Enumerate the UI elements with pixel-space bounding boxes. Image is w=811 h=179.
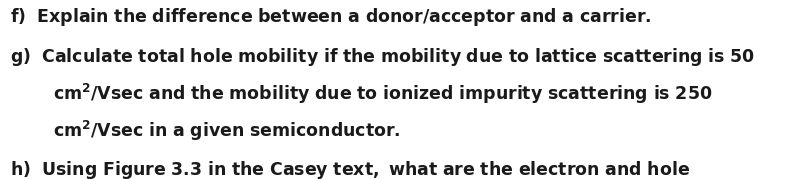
Text: $\mathbf{cm^2/Vsec\ and\ the\ mobility\ due\ to\ ionized\ impurity\ scattering\ : $\mathbf{cm^2/Vsec\ and\ the\ mobility\ … [53,82,711,106]
Text: $\mathbf{h)}$  $\bf{Using\ Figure\ 3.3\ in\ the\ Casey\ text,\ what\ are\ the\ e: $\mathbf{h)}$ $\bf{Using\ Figure\ 3.3\ i… [10,159,689,179]
Text: $\mathbf{cm^2/Vsec\ in\ a\ given\ semiconductor.}$: $\mathbf{cm^2/Vsec\ in\ a\ given\ semico… [53,119,400,143]
Text: $\mathbf{f)}$  $\bf{Explain\ the\ difference\ between\ a\ donor/acceptor\ and\ a: $\mathbf{f)}$ $\bf{Explain\ the\ differe… [10,6,650,28]
Text: $\mathbf{g)}$  $\bf{Calculate\ total\ hole\ mobility\ if\ the\ mobility\ due\ to: $\mathbf{g)}$ $\bf{Calculate\ total\ hol… [10,46,754,68]
